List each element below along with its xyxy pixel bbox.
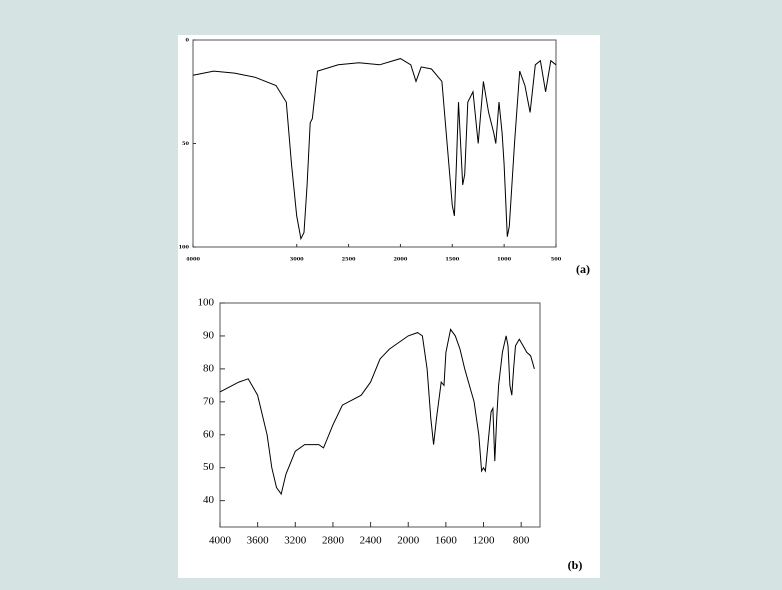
plot-frame <box>219 302 541 528</box>
x-tick-label: 3200 <box>284 535 307 547</box>
y-tick-label: 0 <box>186 38 190 44</box>
y-tick-label: 60 <box>203 428 215 440</box>
x-tick-label: 1500 <box>445 257 459 263</box>
x-tick-label: 4000 <box>186 257 200 263</box>
y-tick-label: 50 <box>203 461 215 473</box>
y-tick-label: 90 <box>203 329 215 341</box>
panel-label: (b) <box>568 558 583 572</box>
x-tick-label: 4000 <box>209 535 232 547</box>
x-tick-label: 2000 <box>393 257 407 263</box>
y-tick-label: 50 <box>182 141 189 147</box>
y-tick-label: 40 <box>203 494 215 506</box>
x-tick-label: 3000 <box>290 257 304 263</box>
spectrum-line <box>219 328 535 496</box>
x-tick-label: 800 <box>513 535 530 547</box>
y-tick-label: 100 <box>198 297 215 309</box>
x-tick-label: 1200 <box>473 535 496 547</box>
chart: 4000 3000 2500 2000 1500 1000 500 0 50 100 <box>179 38 562 263</box>
panel <box>178 35 600 578</box>
x-tick-label: 1600 <box>435 535 458 547</box>
x-tick-label: 1000 <box>497 257 511 263</box>
x-tick-label: 3600 <box>247 535 270 547</box>
panel-label: (a) <box>576 262 590 276</box>
x-tick-label: 2800 <box>322 535 345 547</box>
chart: 4000 3600 3200 2800 2400 2000 1600 1200 800 40 50 6… <box>198 297 541 547</box>
y-tick-label: 70 <box>203 395 215 407</box>
y-tick-label: 100 <box>179 245 190 251</box>
x-tick-label: 500 <box>551 257 562 263</box>
x-tick-label: 2500 <box>342 257 356 263</box>
x-tick-label: 2000 <box>397 535 420 547</box>
y-tick-label: 80 <box>203 362 215 374</box>
spectrum-line <box>192 58 557 241</box>
x-tick-label: 2400 <box>360 535 383 547</box>
